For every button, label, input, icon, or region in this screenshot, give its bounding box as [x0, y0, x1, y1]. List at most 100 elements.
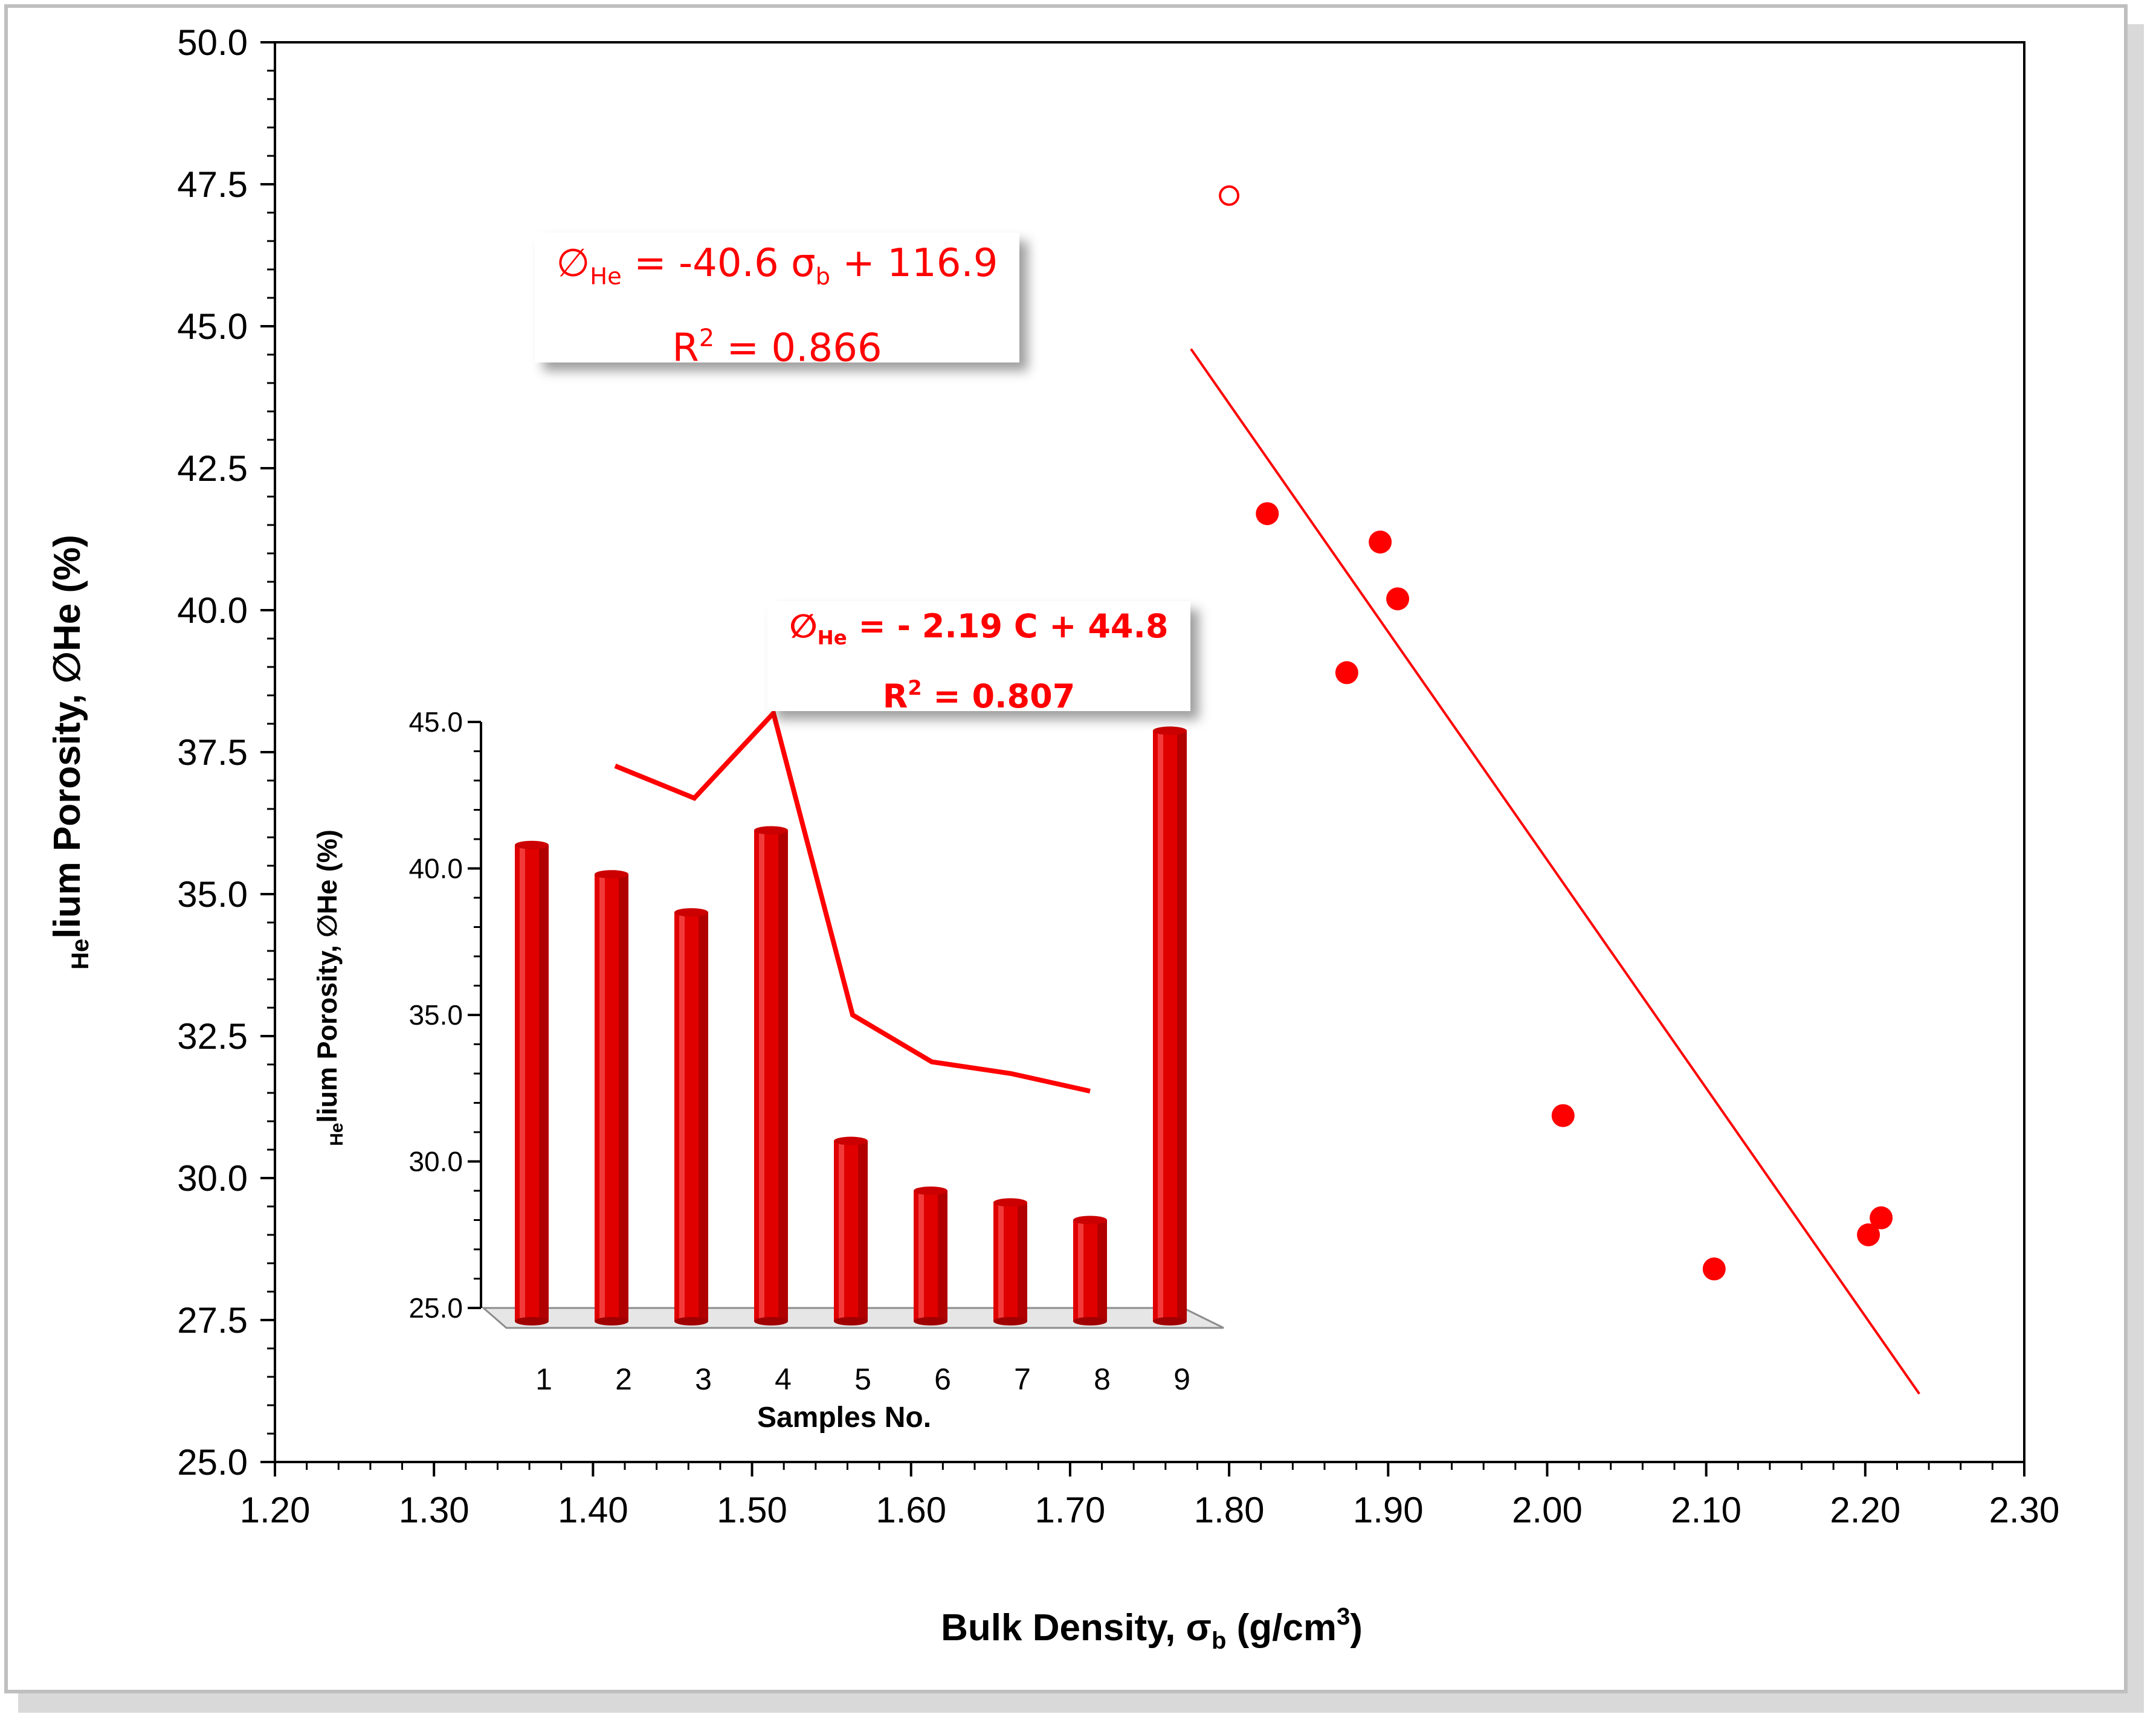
x-tick-label: 1.50: [717, 1490, 787, 1530]
bar-top: [1153, 726, 1187, 735]
inset-r2-value: = 0.807: [921, 677, 1076, 716]
inset-x-tick-label: 3: [695, 1362, 712, 1396]
bar-top: [595, 870, 628, 879]
equation-middle: = -40.6 σ: [621, 241, 816, 286]
bar-base: [1073, 1317, 1107, 1325]
bar-top: [1073, 1216, 1107, 1225]
x-tick-label: 1.60: [876, 1490, 946, 1530]
x-tick-label: 1.70: [1035, 1490, 1106, 1530]
y-axis-title: Helium Porosity, ∅He (%): [47, 535, 94, 970]
inset-y-tick-label: 45.0: [408, 706, 463, 738]
inset-bar-chart: 25.0 30.0 35.0 40.0 45.0 1 2 3 4 5 6 7 8 9 Helium Po…: [312, 701, 1233, 1444]
x-tick-label: 2.00: [1512, 1490, 1583, 1530]
main-r2-line: R2 = 0.866: [535, 308, 1019, 379]
y-axis-title-end: lium Porosity, ∅He (%): [47, 535, 88, 939]
inset-r2-line: R2 = 0.807: [767, 663, 1190, 722]
bar-base: [993, 1317, 1027, 1325]
bar-top: [515, 840, 549, 849]
inset-x-tick-label: 1: [535, 1362, 552, 1396]
x-tick-label: 1.20: [240, 1490, 311, 1530]
x-axis-title-sub: b: [1212, 1628, 1226, 1654]
bar-top: [993, 1198, 1027, 1207]
y-tick-label: 47.5: [177, 164, 248, 205]
bar-base: [914, 1317, 947, 1325]
bar-base: [834, 1317, 868, 1325]
x-tick-label: 1.90: [1353, 1490, 1424, 1530]
bar-base: [515, 1317, 549, 1325]
inset-line-series: [614, 708, 1091, 1094]
trendline-group: [1190, 348, 1920, 1395]
data-points: [1219, 185, 1893, 1281]
data-point: [1857, 1223, 1880, 1246]
inset-y-axis-title-sub: He: [327, 1122, 347, 1145]
inset-x-tick-label: 5: [854, 1362, 871, 1396]
y-tick-label: 40.0: [177, 590, 248, 631]
data-point: [1870, 1206, 1893, 1229]
inset-y-axis-title-end: lium Porosity, ∅He (%): [312, 829, 343, 1122]
y-tick-label: 37.5: [177, 732, 248, 773]
inset-r2-prefix: R: [882, 677, 908, 716]
x-axis-title-sup: 3: [1337, 1603, 1350, 1630]
y-tick-label: 50.0: [177, 22, 248, 63]
data-point: [1369, 530, 1392, 554]
bar-highlight: [1158, 730, 1163, 1321]
bar-shade: [619, 874, 628, 1321]
main-equation-box: ∅He = -40.6 σb + 116.9 R2 = 0.866: [535, 233, 1019, 371]
inset-x-tick-label: 7: [1014, 1362, 1031, 1396]
inset-x-tick-label: 8: [1094, 1362, 1111, 1396]
bar-shade: [699, 912, 708, 1321]
inset-bars: [515, 726, 1187, 1325]
bar-highlight: [759, 830, 764, 1321]
y-tick-label: 30.0: [177, 1158, 248, 1199]
bar-top: [754, 826, 788, 835]
inset-equation-line: ∅He = - 2.19 C + 44.8: [767, 601, 1190, 663]
x-axis-title-mid: (g/cm: [1226, 1607, 1337, 1649]
he-subscript: He: [590, 263, 622, 291]
y-tick-label: 25.0: [177, 1442, 248, 1483]
inset-x-tick-label: 2: [615, 1362, 632, 1396]
bar-shade: [938, 1191, 947, 1321]
bar-shade: [858, 1141, 868, 1321]
inset-he-subscript: He: [817, 626, 847, 649]
inset-x-axis: 1 2 3 4 5 6 7 8 9: [535, 1362, 1190, 1396]
bar-base: [754, 1317, 788, 1325]
inset-x-axis-title: Samples No.: [757, 1402, 931, 1434]
bar-highlight: [520, 845, 525, 1321]
bar-highlight: [839, 1141, 844, 1321]
bar-shade: [1018, 1202, 1027, 1321]
inset-y-axis: 25.0 30.0 35.0 40.0 45.0: [408, 706, 482, 1324]
bar-highlight: [918, 1191, 924, 1321]
phi-symbol: ∅: [556, 241, 590, 286]
bar-highlight: [1078, 1220, 1083, 1321]
x-axis-title-end: ): [1350, 1607, 1363, 1649]
data-point: [1386, 587, 1410, 611]
data-point: [1256, 502, 1279, 526]
r2-value: = 0.866: [714, 326, 882, 372]
inset-y-axis-title: Helium Porosity, ∅He (%): [312, 829, 347, 1146]
inset-y-tick-label: 30.0: [408, 1146, 463, 1177]
y-tick-label: 35.0: [177, 874, 248, 915]
bar-highlight: [998, 1202, 1004, 1321]
inset-equation-text: = - 2.19 C + 44.8: [847, 607, 1169, 645]
inset-equation-box: ∅He = - 2.19 C + 44.8 R2 = 0.807: [767, 601, 1190, 715]
inset-y-tick-label: 35.0: [408, 999, 463, 1031]
inset-x-tick-label: 4: [775, 1362, 792, 1396]
x-tick-label: 1.30: [399, 1490, 470, 1530]
bar-shade: [539, 845, 549, 1321]
equation-end: + 116.9: [830, 241, 998, 286]
y-axis: 25.0 27.5 30.0 32.5 35.0 37.5 40.0 42.5 45.0 47.5…: [177, 22, 275, 1483]
bar-base: [1153, 1317, 1187, 1325]
b-subscript: b: [815, 263, 830, 291]
y-axis-title-sub: He: [67, 939, 94, 970]
inset-x-tick-label: 9: [1173, 1362, 1190, 1396]
bar-highlight: [599, 874, 605, 1321]
main-equation-line: ∅He = -40.6 σb + 116.9: [535, 233, 1019, 308]
y-tick-label: 27.5: [177, 1300, 248, 1341]
data-point: [1335, 661, 1358, 684]
x-axis-title-text: Bulk Density, σ: [941, 1607, 1212, 1649]
data-point: [1702, 1257, 1726, 1281]
x-tick-label: 1.40: [558, 1490, 628, 1530]
bar-shade: [778, 830, 788, 1321]
y-tick-label: 32.5: [177, 1016, 248, 1057]
